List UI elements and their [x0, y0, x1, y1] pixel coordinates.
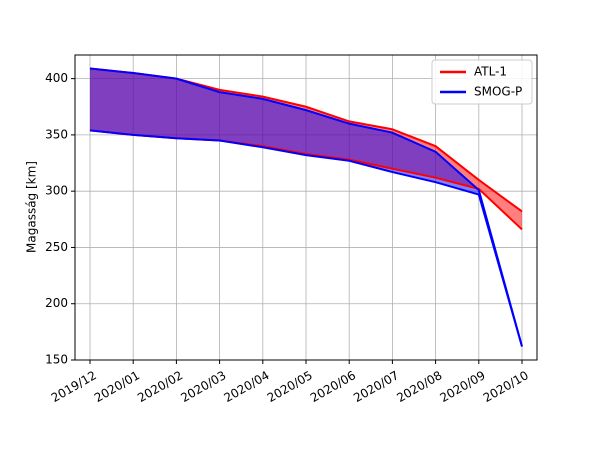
- line: [89, 67, 523, 347]
- band-fill: [90, 68, 522, 347]
- y-axis-label: Magasság [km]: [25, 161, 39, 253]
- y-tick-label: 150: [45, 353, 68, 367]
- x-tick-label: 2020/01: [92, 368, 142, 405]
- x-tick-label: 2020/03: [178, 368, 228, 405]
- y-tick-label: 250: [45, 240, 68, 254]
- x-tick-label: 2020/10: [481, 368, 531, 405]
- x-tick-label: 2020/07: [351, 368, 401, 405]
- x-tick-label: 2020/05: [265, 368, 315, 405]
- x-tick-label: 2020/02: [135, 368, 185, 405]
- plot-frame: [74, 54, 538, 361]
- x-tick-label: 2020/06: [308, 368, 358, 405]
- y-tick-label: 300: [45, 184, 68, 198]
- legend-label: SMOG-P: [474, 85, 522, 99]
- line: [89, 129, 523, 347]
- x-tick-label: 2019/12: [49, 368, 99, 405]
- x-tick-label: 2020/09: [438, 368, 488, 405]
- y-tick-label: 200: [45, 296, 68, 310]
- legend-label: ATL-1: [474, 65, 507, 79]
- x-tick-label: 2020/08: [394, 368, 444, 405]
- y-tick-label: 400: [45, 71, 68, 85]
- x-tick-label: 2020/04: [222, 368, 272, 405]
- y-tick-label: 350: [45, 127, 68, 141]
